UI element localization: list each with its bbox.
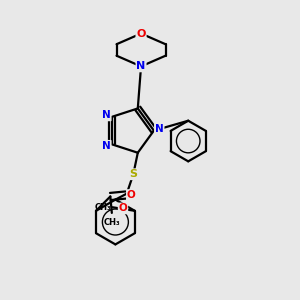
Text: S: S bbox=[129, 169, 137, 179]
Text: O: O bbox=[118, 203, 127, 213]
Text: CH₃: CH₃ bbox=[103, 218, 120, 227]
Text: N: N bbox=[155, 124, 164, 134]
Text: N: N bbox=[102, 141, 111, 151]
Text: N: N bbox=[102, 110, 111, 120]
Text: O: O bbox=[136, 28, 146, 38]
Text: O: O bbox=[127, 190, 136, 200]
Text: N: N bbox=[136, 61, 146, 71]
Text: CH₃: CH₃ bbox=[94, 203, 111, 212]
